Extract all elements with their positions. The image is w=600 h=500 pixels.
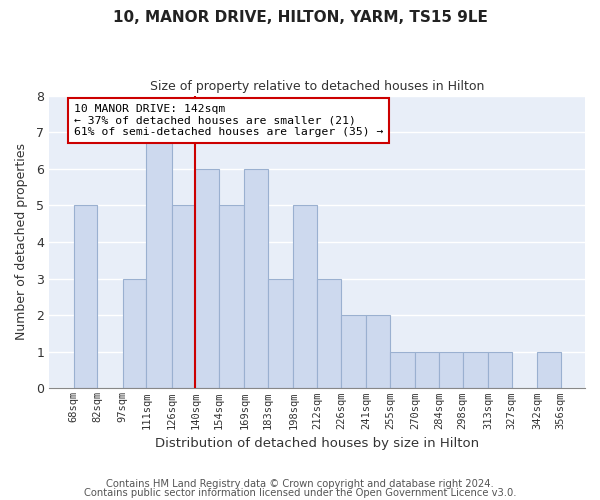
Text: 10, MANOR DRIVE, HILTON, YARM, TS15 9LE: 10, MANOR DRIVE, HILTON, YARM, TS15 9LE <box>113 10 487 25</box>
Bar <box>196 169 219 388</box>
Bar <box>390 352 415 389</box>
Bar <box>244 169 268 388</box>
Bar <box>219 206 244 388</box>
Title: Size of property relative to detached houses in Hilton: Size of property relative to detached ho… <box>150 80 484 93</box>
Bar <box>439 352 463 389</box>
Bar <box>537 352 560 389</box>
Bar <box>122 278 146 388</box>
Bar <box>172 206 196 388</box>
X-axis label: Distribution of detached houses by size in Hilton: Distribution of detached houses by size … <box>155 437 479 450</box>
Bar <box>146 132 172 388</box>
Bar <box>317 278 341 388</box>
Bar <box>415 352 439 389</box>
Bar <box>463 352 488 389</box>
Bar <box>488 352 512 389</box>
Bar <box>293 206 317 388</box>
Bar <box>74 206 97 388</box>
Text: Contains HM Land Registry data © Crown copyright and database right 2024.: Contains HM Land Registry data © Crown c… <box>106 479 494 489</box>
Bar <box>268 278 293 388</box>
Bar <box>366 315 390 388</box>
Bar <box>341 315 366 388</box>
Text: 10 MANOR DRIVE: 142sqm
← 37% of detached houses are smaller (21)
61% of semi-det: 10 MANOR DRIVE: 142sqm ← 37% of detached… <box>74 104 383 137</box>
Text: Contains public sector information licensed under the Open Government Licence v3: Contains public sector information licen… <box>84 488 516 498</box>
Y-axis label: Number of detached properties: Number of detached properties <box>15 144 28 340</box>
